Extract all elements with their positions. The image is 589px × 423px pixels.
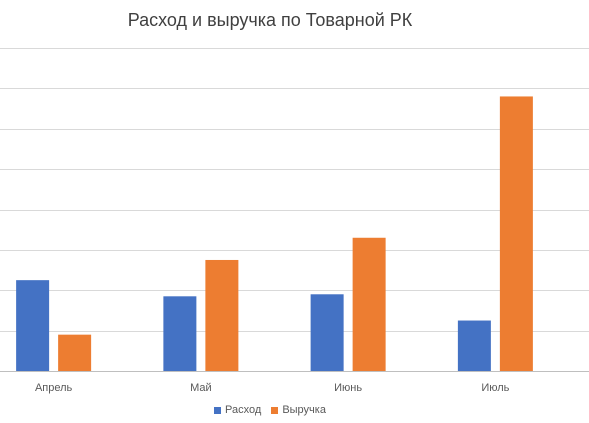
legend-swatch-1 bbox=[271, 406, 279, 414]
legend-item-1: Выручка bbox=[271, 404, 326, 416]
x-tick-label: Май bbox=[190, 382, 212, 394]
legend-label-1: Выручка bbox=[282, 404, 326, 416]
legend-swatch-0 bbox=[214, 406, 222, 414]
bar-Расход-Май bbox=[163, 296, 197, 371]
bar-Выручка-Май bbox=[205, 259, 239, 371]
x-tick-label: Июль bbox=[481, 382, 509, 394]
x-tick-label: Июнь bbox=[334, 382, 362, 394]
bar-Расход-Июль bbox=[457, 320, 491, 371]
bar-Расход-Июнь bbox=[310, 294, 344, 371]
bar-Выручка-Июль bbox=[499, 96, 533, 371]
legend-item-0: Расход bbox=[214, 404, 261, 416]
x-tick-label: Апрель bbox=[35, 382, 73, 394]
bar-Выручка-Апрель bbox=[58, 334, 92, 371]
legend-label-0: Расход bbox=[225, 404, 262, 416]
bar-Выручка-Июнь bbox=[352, 237, 386, 371]
bar-Расход-Апрель bbox=[16, 280, 50, 371]
chart-title: Расход и выручка по Товарной РК bbox=[127, 10, 413, 30]
legend: Расход Выручка bbox=[0, 404, 540, 416]
